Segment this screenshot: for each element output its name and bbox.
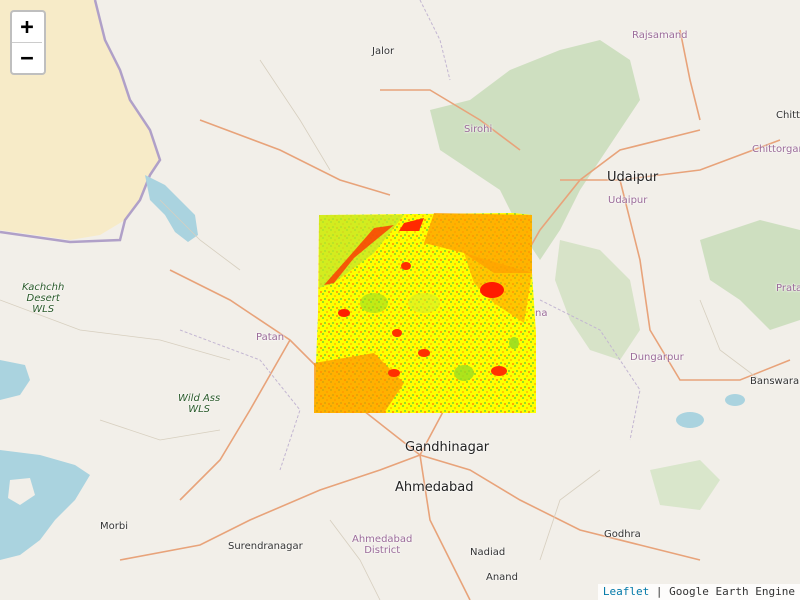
label-mehsana-partial: na (535, 308, 548, 319)
label-banswara: Banswara (750, 376, 800, 387)
label-godhra: Godhra (604, 529, 641, 540)
label-morbi: Morbi (100, 521, 128, 532)
label-nadiad: Nadiad (470, 547, 506, 558)
label-wild-ass-wls: Wild Ass WLS (178, 393, 221, 415)
leaflet-link[interactable]: Leaflet (602, 585, 650, 598)
forest-south (555, 240, 640, 360)
label-surendranagar: Surendranagar (228, 541, 303, 552)
label-udaipur: Udaipur (607, 170, 659, 185)
label-chittorgarh-district: Chittorgarh (752, 144, 800, 155)
lake-water (145, 175, 198, 242)
forest-aravalli (430, 40, 640, 260)
label-chittorgarh: Chitt (776, 110, 800, 121)
gulf-water (0, 450, 90, 560)
label-jalor: Jalor (372, 46, 395, 57)
forest-east (700, 220, 800, 330)
label-ahmedabad: Ahmedabad (395, 480, 474, 495)
label-udaipur-district: Udaipur (608, 195, 648, 206)
state-border (0, 0, 162, 244)
label-sirohi: Sirohi (464, 124, 493, 135)
water-body-west (0, 360, 30, 400)
district-borders (179, 0, 641, 471)
zoom-in-button[interactable]: + (12, 12, 42, 43)
label-kachchh-desert-wls: Kachchh Desert WLS (22, 282, 65, 315)
label-gandhinagar: Gandhinagar (405, 440, 490, 455)
attribution-separator: | (649, 585, 670, 598)
label-ahmedabad-district: Ahmedabad District (352, 534, 413, 556)
attribution-source: Google Earth Engine (669, 585, 795, 598)
label-pratapgarh: Prata (776, 283, 800, 294)
raster-overlay (314, 213, 536, 413)
label-dungarpur: Dungarpur (630, 352, 684, 363)
label-rajsamand: Rajsamand (632, 30, 688, 41)
zoom-control: + − (10, 10, 46, 75)
label-patan: Patan (256, 332, 285, 343)
zoom-out-button[interactable]: − (20, 45, 34, 71)
attribution-bar: Leaflet | Google Earth Engine (597, 584, 800, 600)
label-anand: Anand (486, 572, 518, 583)
minor-roads (0, 59, 761, 600)
